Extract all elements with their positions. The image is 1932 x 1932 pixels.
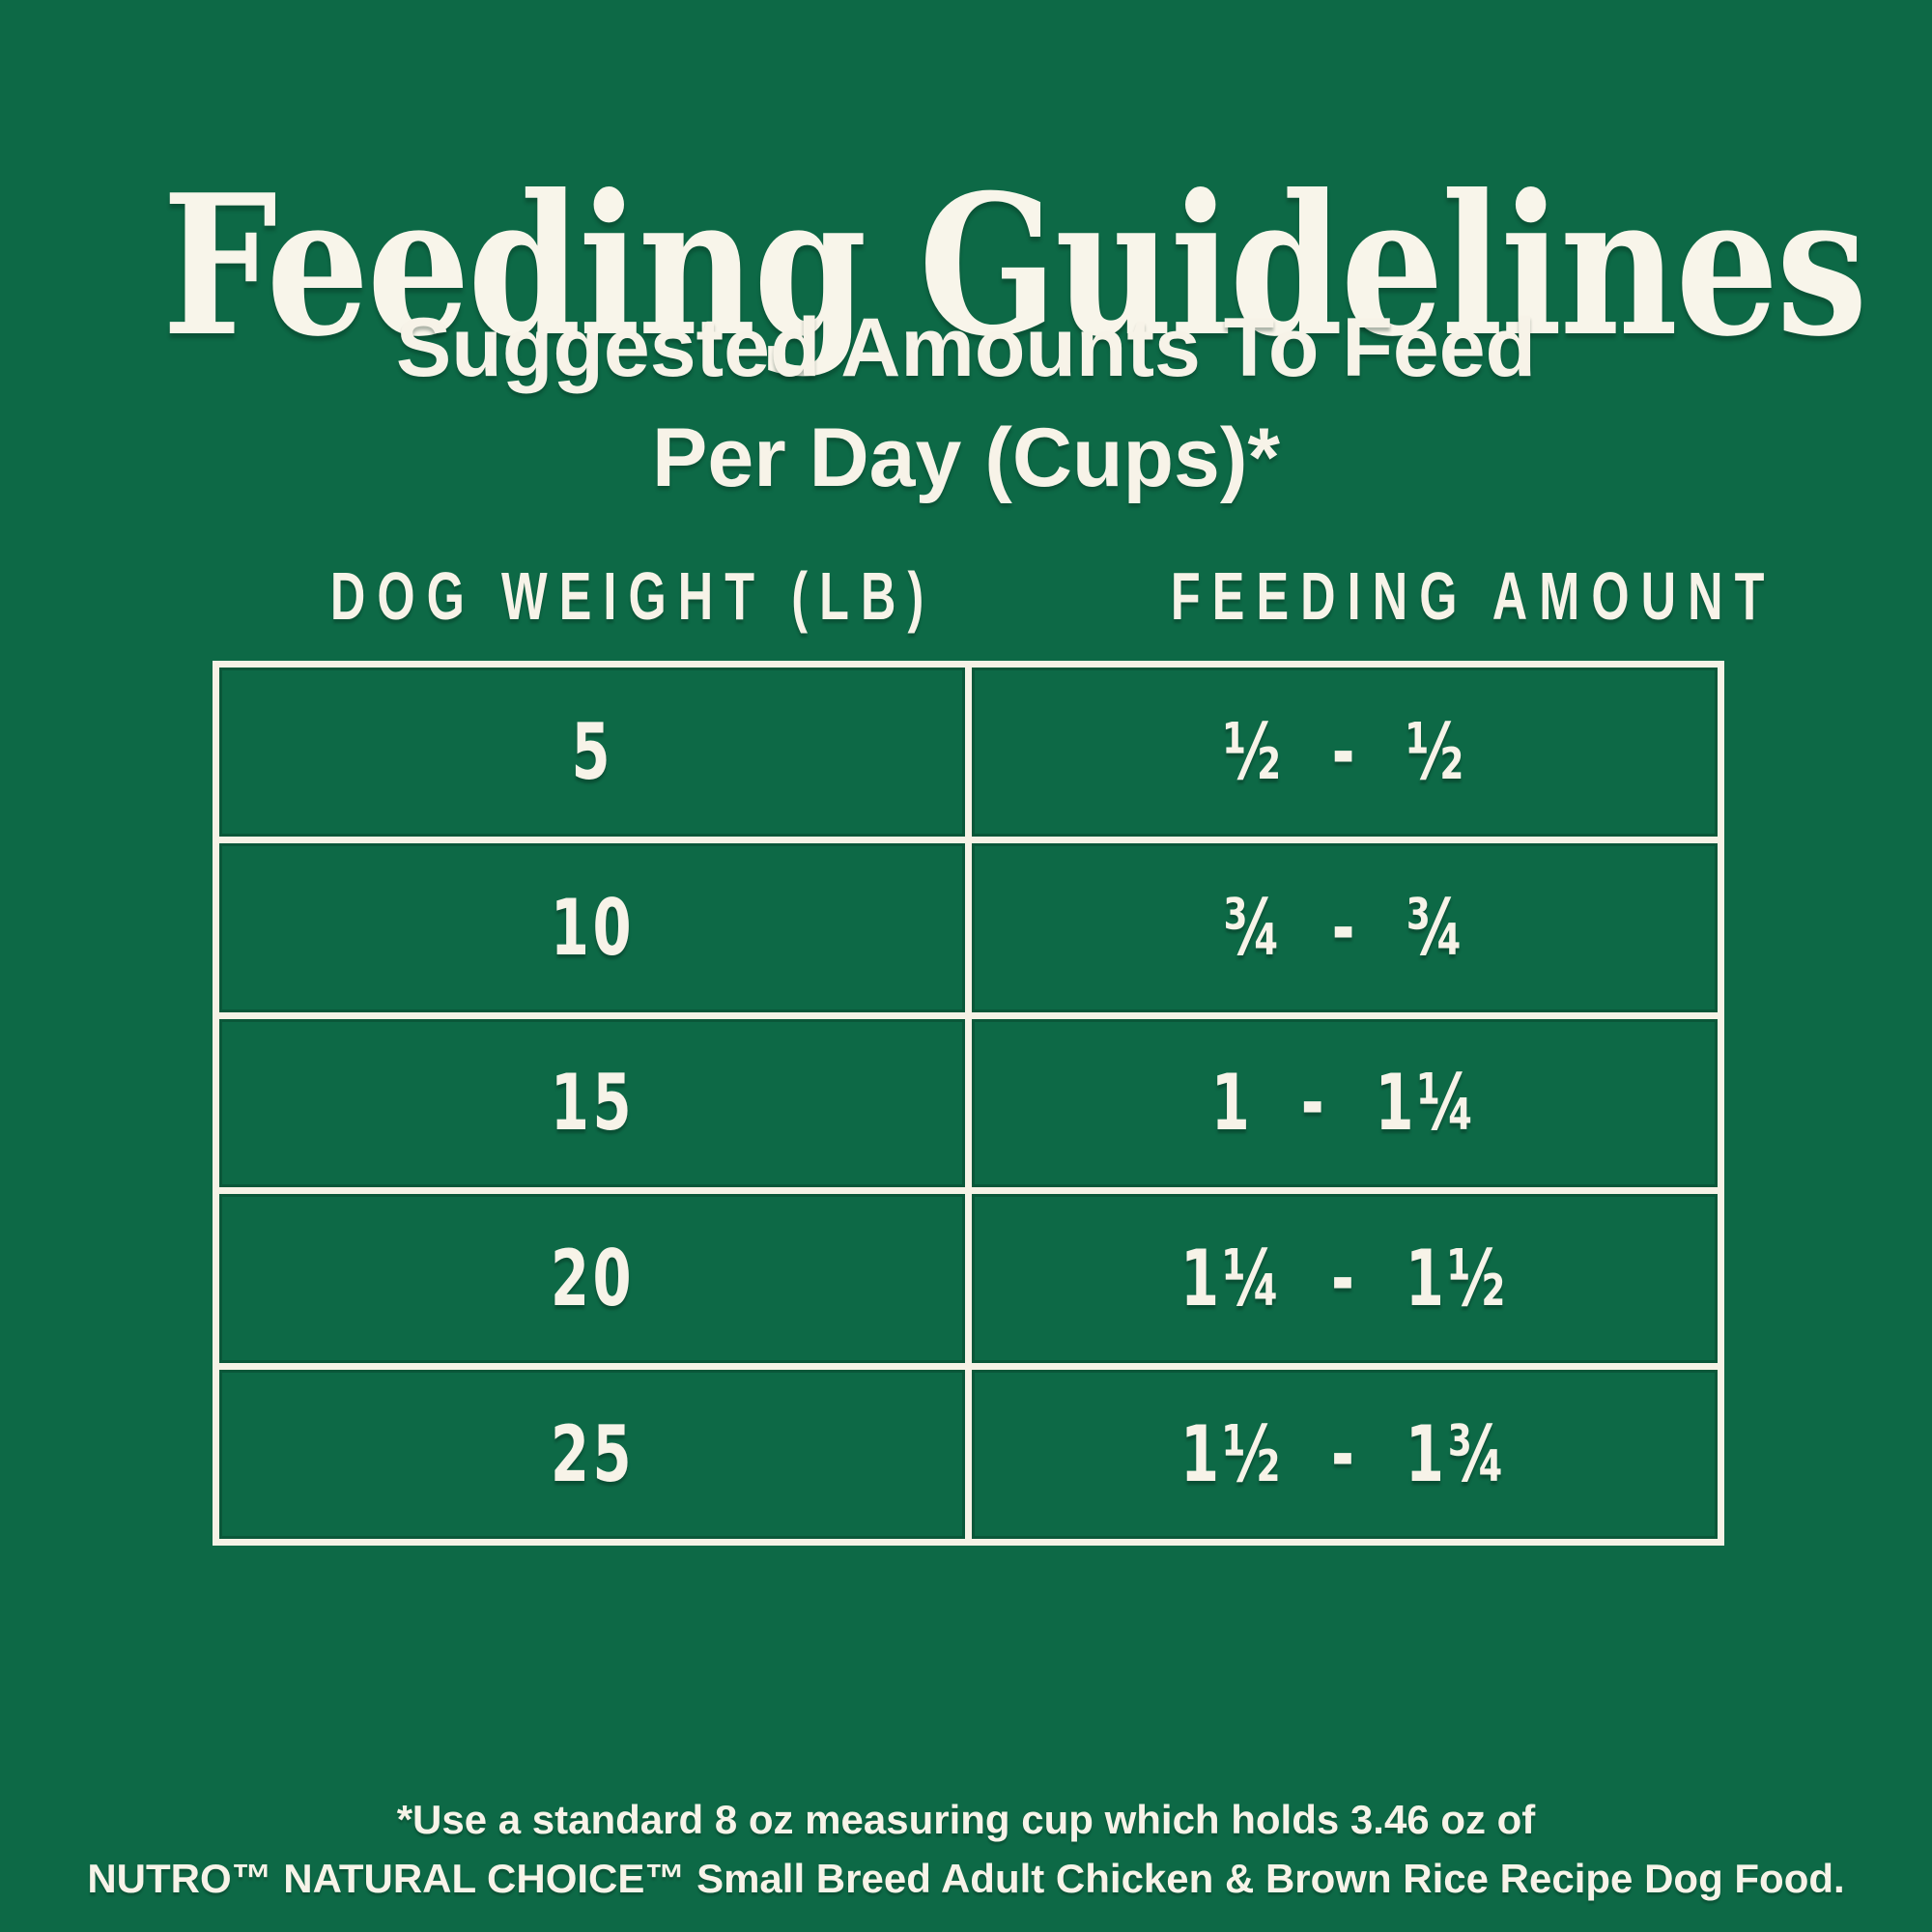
feeding-amount-value: 1 - 1¼ xyxy=(1210,1058,1479,1149)
subtitle-line-1: Suggested Amounts To Feed xyxy=(395,301,1537,394)
feeding-amount-cell: 1½ - 1¾ xyxy=(972,1370,1718,1539)
dog-weight-value: 20 xyxy=(550,1234,635,1324)
feeding-amount-value: 1½ - 1¾ xyxy=(1180,1409,1509,1500)
dog-weight-value: 25 xyxy=(550,1409,635,1500)
dog-weight-value: 15 xyxy=(550,1058,635,1149)
page-title: Feeding Guidelines xyxy=(0,151,1932,383)
dog-weight-cell: 25 xyxy=(219,1370,965,1539)
feeding-amount-cell: 1 - 1¼ xyxy=(972,1018,1718,1188)
page-title-text: Feeding Guidelines xyxy=(161,153,1867,380)
feeding-amount-value: ½ - ½ xyxy=(1222,706,1467,797)
feeding-amount-cell: ½ - ½ xyxy=(972,668,1718,837)
dog-weight-value: 10 xyxy=(550,882,635,973)
column-header-dog-weight: DOG WEIGHT (LB) xyxy=(329,558,936,634)
table-column-headers: DOG WEIGHT (LB) FEEDING AMOUNT xyxy=(213,558,1765,634)
footnote-line-1: *Use a standard 8 oz measuring cup which… xyxy=(396,1797,1536,1842)
dog-weight-cell: 20 xyxy=(219,1194,965,1364)
subtitle-line-2: Per Day (Cups)* xyxy=(652,412,1280,504)
feeding-table: 5 ½ - ½ 10 ¾ - ¾ 15 1 - 1¼ 20 1¼ - 1½ 25… xyxy=(213,661,1724,1546)
dog-weight-cell: 15 xyxy=(219,1018,965,1188)
dog-weight-cell: 10 xyxy=(219,842,965,1012)
column-header-feeding-amount: FEEDING AMOUNT xyxy=(1171,558,1776,634)
feeding-amount-cell: ¾ - ¾ xyxy=(972,842,1718,1012)
footnote-line-2: NUTRO™ NATURAL CHOICE™ Small Breed Adult… xyxy=(87,1856,1845,1901)
subtitle: Suggested Amounts To Feed Per Day (Cups)… xyxy=(0,293,1932,513)
feeding-amount-cell: 1¼ - 1½ xyxy=(972,1194,1718,1364)
feeding-amount-value: 1¼ - 1½ xyxy=(1180,1234,1509,1324)
footnote: *Use a standard 8 oz measuring cup which… xyxy=(0,1790,1932,1908)
feeding-amount-value: ¾ - ¾ xyxy=(1222,882,1467,973)
dog-weight-value: 5 xyxy=(571,706,613,797)
dog-weight-cell: 5 xyxy=(219,668,965,837)
